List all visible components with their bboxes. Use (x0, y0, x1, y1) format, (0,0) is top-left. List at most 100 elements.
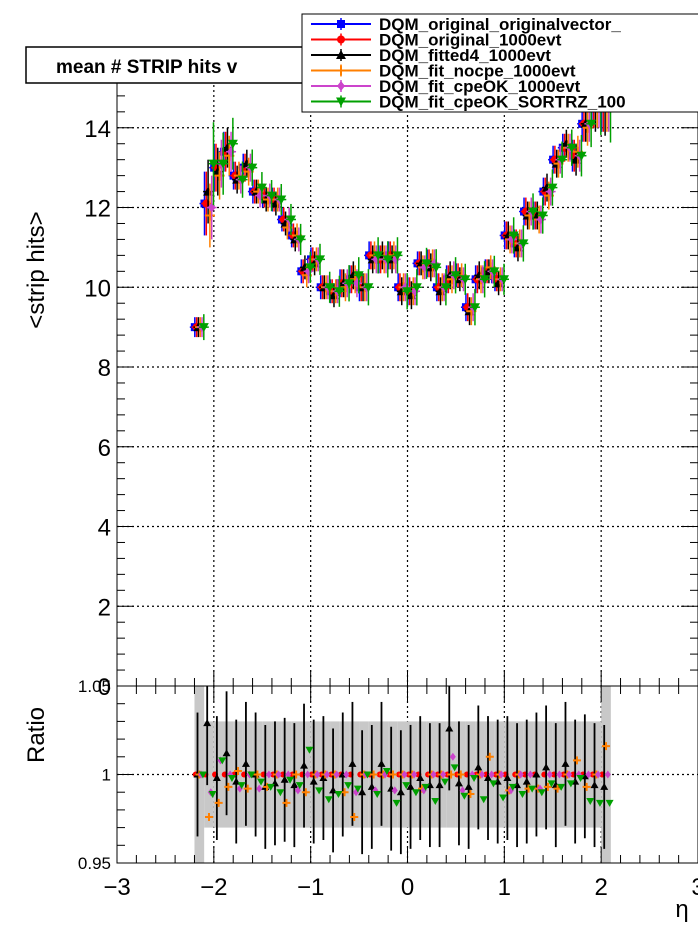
data-point (456, 770, 465, 779)
data-point (469, 303, 480, 313)
data-point (276, 789, 285, 797)
data-point (363, 771, 372, 779)
data-point (204, 812, 213, 821)
data-point (224, 782, 233, 791)
data-point (440, 778, 449, 786)
data-point (479, 275, 490, 285)
data-point (431, 798, 440, 806)
y-tick-label: 0 (98, 674, 111, 701)
data-point (301, 788, 310, 797)
data-point (402, 287, 413, 297)
main-plot-frame (116, 59, 698, 687)
data-point (445, 724, 454, 732)
data-point (392, 799, 401, 807)
data-point (212, 774, 221, 782)
data-point (218, 757, 227, 765)
data-point (243, 784, 252, 793)
data-point (590, 781, 599, 789)
data-point (582, 782, 591, 791)
data-point (600, 782, 609, 790)
ratio-axis-ticks: −3 −2 −1 0 1 2 3 0.95 1 1.05 (78, 677, 698, 901)
data-point (449, 752, 456, 761)
main-marks (189, 49, 616, 341)
y-tick-label: 14 (84, 116, 111, 143)
data-point (276, 195, 287, 205)
data-point (454, 779, 463, 787)
data-point (218, 159, 229, 169)
data-point (247, 771, 256, 779)
data-point (198, 323, 209, 333)
x-tick-label: 0 (401, 874, 414, 901)
data-point (518, 239, 529, 249)
data-point (204, 210, 215, 221)
data-point (474, 763, 483, 771)
y-tick-label: 4 (98, 515, 111, 542)
legend-label: DQM_original_1000evt (379, 31, 562, 50)
uncertainty-band-bin (349, 721, 360, 828)
data-point (280, 775, 289, 783)
data-point (315, 255, 326, 265)
data-point (543, 782, 552, 791)
legend-box (301, 13, 698, 113)
data-point (528, 785, 537, 793)
y-tick-label: 8 (98, 355, 111, 382)
y-tick-label: 6 (98, 435, 111, 462)
uncertainty-band-bin (213, 721, 224, 828)
data-point (406, 782, 415, 790)
x-tick-label: −3 (103, 874, 130, 901)
data-point (488, 770, 495, 779)
data-point (489, 780, 498, 788)
data-point (324, 283, 335, 293)
data-point (391, 786, 398, 795)
data-point (295, 235, 306, 245)
data-point (421, 259, 432, 269)
ratio-y-tick-label: 1.05 (78, 677, 111, 696)
data-point (416, 774, 425, 782)
data-point (208, 790, 217, 798)
data-point (447, 770, 456, 779)
data-point (450, 271, 461, 281)
data-point (440, 283, 451, 293)
data-point (464, 782, 473, 790)
data-point (353, 271, 364, 281)
data-point (586, 798, 595, 806)
data-point (290, 781, 299, 789)
x-tick-label: −2 (200, 874, 227, 901)
data-point (489, 267, 500, 277)
data-point (388, 770, 397, 779)
data-point (208, 159, 219, 169)
chart-title: mean # STRIP hits v (56, 57, 238, 78)
legend-label: DQM_fit_cpeOK_SORTRZ_100 (379, 93, 626, 112)
data-point (336, 65, 346, 76)
data-point (214, 798, 223, 807)
data-point (282, 798, 291, 807)
data-point (498, 770, 505, 779)
data-point (253, 770, 262, 779)
data-point (234, 766, 243, 775)
data-point (470, 775, 479, 783)
legend: DQM_original_originalvector_DQM_original… (301, 13, 698, 113)
data-point (309, 777, 318, 785)
data-point (344, 782, 353, 790)
data-point (466, 789, 475, 798)
data-point (431, 263, 442, 273)
top-grid (117, 60, 698, 686)
data-point (344, 279, 355, 289)
data-point (566, 780, 575, 788)
data-point (557, 155, 568, 165)
data-point (222, 749, 231, 757)
x-tick-label: −1 (297, 874, 324, 901)
data-point (373, 790, 382, 798)
x-tick-label: 2 (594, 874, 607, 901)
data-point (479, 796, 488, 804)
data-point (237, 782, 246, 790)
data-point (402, 782, 411, 790)
data-point (382, 255, 393, 265)
data-point (203, 719, 212, 727)
y-tick-label: 12 (84, 196, 111, 223)
data-point (369, 770, 378, 779)
data-point (324, 796, 333, 804)
data-point (576, 775, 585, 783)
data-point (508, 231, 519, 241)
data-point (353, 785, 362, 793)
